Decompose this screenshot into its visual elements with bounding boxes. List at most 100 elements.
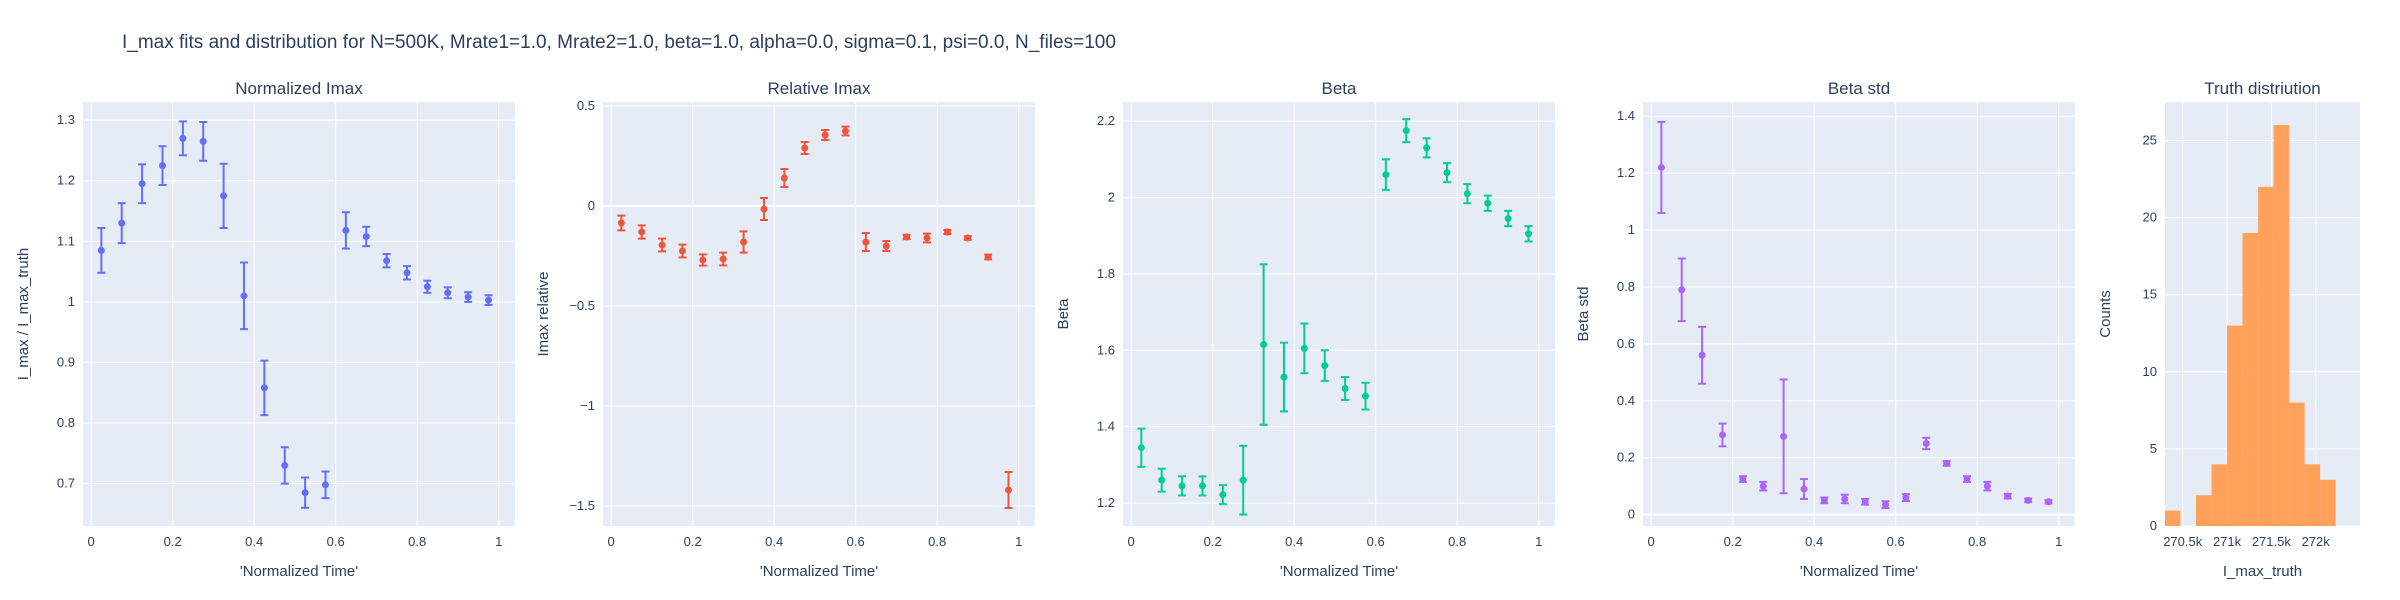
y-tick-label: 0.5 — [577, 98, 595, 113]
data-point — [423, 283, 431, 291]
data-point — [444, 289, 452, 297]
y-axis-title: Counts — [2097, 290, 2114, 338]
data-point — [1382, 171, 1390, 179]
data-point — [1983, 482, 1991, 490]
x-tick-label: 1 — [2055, 534, 2062, 549]
histogram-bar — [2320, 479, 2336, 526]
x-tick-label: 271k — [2213, 534, 2242, 549]
y-tick-label: 1.1 — [57, 233, 75, 248]
data-point — [821, 131, 829, 139]
x-tick-label: 0.2 — [1724, 534, 1742, 549]
data-point — [984, 253, 992, 261]
data-point — [260, 384, 268, 392]
data-point — [1239, 476, 1247, 484]
data-point — [617, 219, 625, 227]
data-point — [1504, 215, 1512, 223]
data-point — [199, 137, 207, 145]
y-tick-label: 10 — [2143, 364, 2157, 379]
x-axis-title: 'Normalized Time' — [240, 563, 358, 580]
data-point — [464, 293, 472, 301]
y-axis-title: Imax relative — [535, 271, 552, 356]
x-tick-label: 0 — [608, 534, 615, 549]
data-point — [801, 144, 809, 152]
data-point — [1361, 392, 1369, 400]
data-point — [1525, 230, 1533, 238]
y-tick-label: 0 — [2150, 518, 2157, 533]
data-point — [97, 246, 105, 254]
data-point — [1219, 491, 1227, 499]
y-tick-label: 0.6 — [1617, 336, 1635, 351]
data-point — [1718, 431, 1726, 439]
subplot-5: 270.5k 271k 271.5k 272k 0 5 10 15 20 25 Truth dist… — [2097, 79, 2360, 580]
x-tick-label: 272k — [2302, 534, 2331, 549]
y-tick-label: −1 — [580, 398, 595, 413]
y-tick-label: 1.2 — [1617, 165, 1635, 180]
figure-title: I_max fits and distribution for N=500K, … — [122, 32, 1116, 53]
y-tick-label: 2 — [1108, 189, 1115, 204]
x-tick-label: 0 — [1648, 534, 1655, 549]
data-point — [678, 247, 686, 255]
data-point — [1158, 476, 1166, 484]
x-tick-label: 0.2 — [1204, 534, 1222, 549]
data-point — [1463, 190, 1471, 198]
data-point — [1800, 485, 1808, 493]
data-point — [485, 296, 493, 304]
data-point — [1820, 496, 1828, 504]
data-point — [1341, 384, 1349, 392]
data-point — [1861, 498, 1869, 506]
data-point — [240, 292, 248, 300]
data-point — [882, 242, 890, 250]
y-tick-label: 2.2 — [1097, 113, 1115, 128]
y-tick-label: 0.4 — [1617, 393, 1635, 408]
histogram-bar — [2227, 325, 2243, 526]
data-point — [943, 228, 951, 236]
data-point — [2045, 498, 2053, 506]
x-axis-title: 'Normalized Time' — [1280, 563, 1398, 580]
data-point — [1963, 475, 1971, 483]
y-tick-label: 0.2 — [1617, 450, 1635, 465]
x-tick-label: 0.8 — [408, 534, 426, 549]
data-point — [923, 234, 931, 242]
data-point — [1657, 163, 1665, 171]
subplot-title: Truth distriution — [2204, 79, 2321, 98]
data-point — [1678, 286, 1686, 294]
y-tick-label: −0.5 — [569, 298, 595, 313]
data-point — [2004, 492, 2012, 500]
data-point — [1739, 475, 1747, 483]
subplot-4: 0 0.2 0.4 0.6 0.8 1 0 0.2 0.4 0.6 0.8 1 1.2 1.4 Beta s… — [1575, 79, 2075, 580]
x-tick-label: 0 — [1128, 534, 1135, 549]
data-point — [1698, 351, 1706, 359]
x-tick-label: 1 — [1535, 534, 1542, 549]
data-point — [1178, 482, 1186, 490]
plot-area — [1123, 102, 1555, 526]
data-point — [321, 481, 329, 489]
y-tick-label: 1.4 — [1617, 108, 1635, 123]
data-point — [699, 256, 707, 264]
data-point — [1922, 439, 1930, 447]
subplot-title: Normalized Imax — [235, 79, 363, 98]
data-point — [1780, 432, 1788, 440]
y-tick-label: 20 — [2143, 210, 2157, 225]
histogram-bar — [2211, 464, 2228, 526]
x-tick-label: 0.8 — [1448, 534, 1466, 549]
x-tick-label: 0.4 — [1285, 534, 1303, 549]
x-tick-label: 0.4 — [245, 534, 263, 549]
data-point — [1198, 482, 1206, 490]
data-point — [1005, 486, 1013, 494]
y-tick-label: 1.2 — [1097, 495, 1115, 510]
x-tick-label: 0.6 — [1887, 534, 1905, 549]
data-point — [740, 238, 748, 246]
data-point — [362, 232, 370, 240]
data-point — [281, 461, 289, 469]
data-point — [118, 219, 126, 227]
data-point — [1280, 373, 1288, 381]
y-tick-label: 0.7 — [57, 476, 75, 491]
data-point — [780, 174, 788, 182]
x-tick-label: 0.4 — [765, 534, 783, 549]
data-point — [1759, 482, 1767, 490]
histogram-bar — [2165, 510, 2181, 526]
plot-area — [1643, 102, 2075, 526]
y-axis-title: I_max / I_max_truth — [15, 248, 32, 381]
x-tick-label: 270.5k — [2163, 534, 2203, 549]
data-point — [1881, 501, 1889, 509]
